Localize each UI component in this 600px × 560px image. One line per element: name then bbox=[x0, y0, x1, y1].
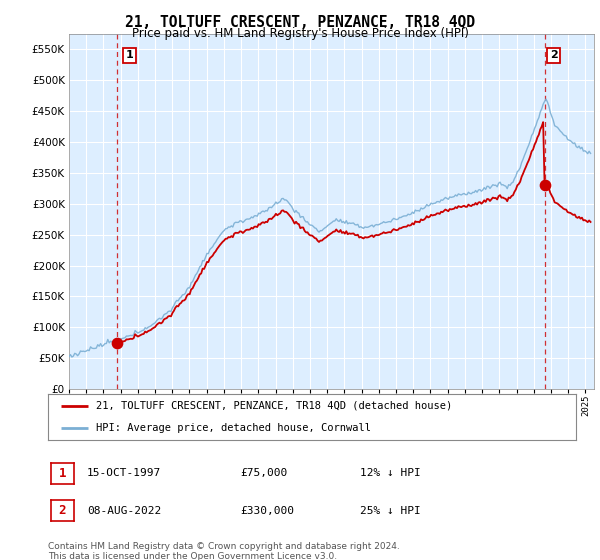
Text: 21, TOLTUFF CRESCENT, PENZANCE, TR18 4QD: 21, TOLTUFF CRESCENT, PENZANCE, TR18 4QD bbox=[125, 15, 475, 30]
Text: 25% ↓ HPI: 25% ↓ HPI bbox=[360, 506, 421, 516]
Point bbox=[540, 181, 550, 190]
Text: 1: 1 bbox=[125, 50, 133, 60]
Text: 2: 2 bbox=[59, 504, 66, 517]
Text: £330,000: £330,000 bbox=[240, 506, 294, 516]
Point bbox=[112, 338, 122, 347]
Text: 12% ↓ HPI: 12% ↓ HPI bbox=[360, 468, 421, 478]
Text: 1: 1 bbox=[59, 466, 66, 480]
Text: HPI: Average price, detached house, Cornwall: HPI: Average price, detached house, Corn… bbox=[95, 423, 371, 433]
Text: 2: 2 bbox=[550, 50, 557, 60]
Text: £75,000: £75,000 bbox=[240, 468, 287, 478]
Text: 15-OCT-1997: 15-OCT-1997 bbox=[87, 468, 161, 478]
Text: Contains HM Land Registry data © Crown copyright and database right 2024.
This d: Contains HM Land Registry data © Crown c… bbox=[48, 542, 400, 560]
Text: 08-AUG-2022: 08-AUG-2022 bbox=[87, 506, 161, 516]
Text: Price paid vs. HM Land Registry's House Price Index (HPI): Price paid vs. HM Land Registry's House … bbox=[131, 27, 469, 40]
Text: 21, TOLTUFF CRESCENT, PENZANCE, TR18 4QD (detached house): 21, TOLTUFF CRESCENT, PENZANCE, TR18 4QD… bbox=[95, 400, 452, 410]
